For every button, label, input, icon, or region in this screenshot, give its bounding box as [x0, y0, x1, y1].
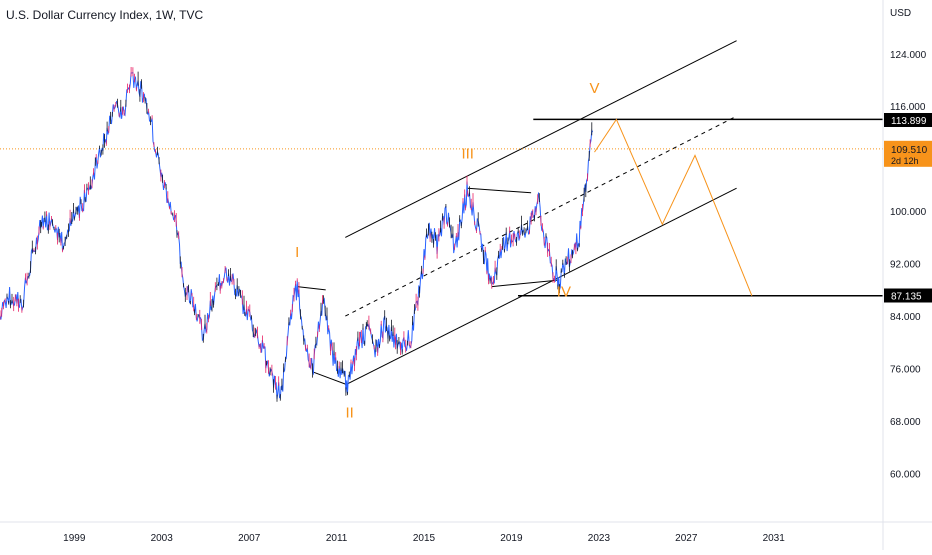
wave-label-iv: IV [557, 283, 571, 300]
wave-label-ii: II [346, 405, 354, 422]
price-level-label: 87.135 [891, 292, 922, 303]
y-tick-label: 68.000 [890, 417, 921, 428]
y-axis[interactable]: USD124.000116.000108.000100.00092.00084.… [882, 0, 932, 550]
x-axis[interactable]: 1999 2003 2007 2011 2015 2019 2023 2027 2031 [0, 521, 932, 544]
x-tick-label: 2007 [238, 533, 261, 544]
last-price-label: 109.510 [891, 145, 928, 156]
price-level-tag [884, 113, 932, 127]
last-price-tag [884, 140, 932, 167]
wave-label-iii: III [461, 146, 474, 163]
annotation-line-5 [467, 187, 532, 194]
x-tick-label: 2015 [413, 533, 436, 544]
annotation-line-9 [594, 118, 753, 296]
y-tick-label: 92.000 [890, 260, 921, 271]
x-tick-label: 2011 [326, 533, 348, 544]
price-level-tag [884, 288, 932, 303]
annotation-line-0 [345, 40, 737, 238]
price-series-layer [0, 67, 594, 402]
x-tick-label: 2023 [588, 533, 611, 544]
annotation-line-2 [345, 187, 737, 386]
series-path-0 [0, 72, 594, 400]
x-tick-label: 2027 [675, 533, 698, 544]
annotation-line-3 [297, 286, 326, 291]
x-tick-label: 2031 [763, 533, 786, 544]
wave-label-v: V [589, 80, 599, 97]
price-level-label: 113.899 [891, 116, 927, 127]
currency-label: USD [890, 8, 911, 19]
annotation-line-6 [491, 279, 560, 288]
x-tick-label: 2003 [151, 533, 174, 544]
y-tick-label: 116.000 [890, 102, 926, 113]
y-tick-label: 124.000 [890, 50, 927, 61]
annotation-layer [0, 40, 883, 386]
last-price-countdown: 2d 12h [891, 156, 919, 166]
chart-title: U.S. Dollar Currency Index, 1W, TVC [6, 8, 204, 22]
wave-label-i: I [295, 244, 299, 261]
x-tick-label: 2019 [500, 533, 523, 544]
y-tick-label: 76.000 [890, 365, 921, 376]
y-tick-label: 100.000 [890, 207, 927, 218]
y-tick-label: 60.000 [890, 470, 921, 481]
x-tick-label: 1999 [63, 533, 86, 544]
y-tick-label: 84.000 [890, 312, 921, 323]
annotation-line-4 [312, 371, 348, 386]
